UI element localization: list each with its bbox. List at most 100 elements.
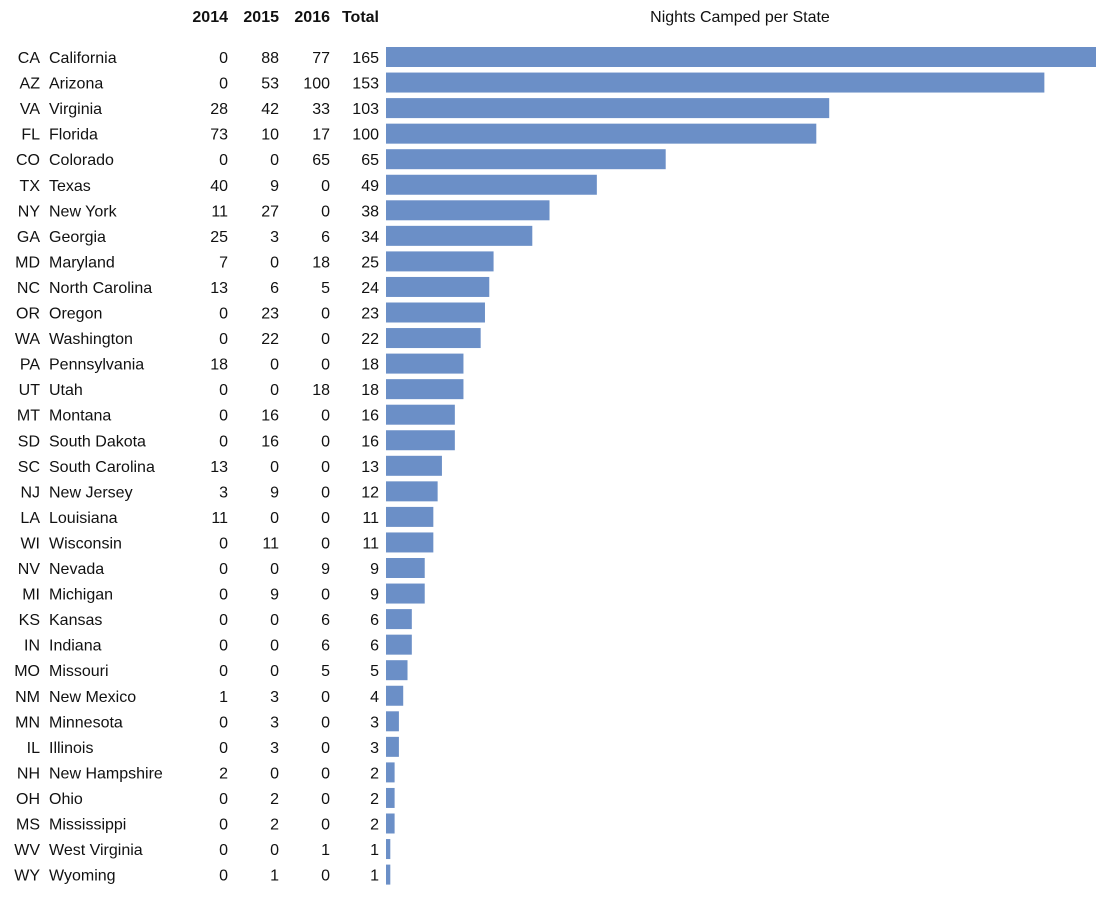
value-2014: 28 xyxy=(210,101,228,118)
state-abbr: WY xyxy=(14,868,40,885)
value-2015: 10 xyxy=(261,127,279,144)
value-2014: 11 xyxy=(211,203,228,220)
state-abbr: MD xyxy=(15,254,40,271)
value-total: 11 xyxy=(362,510,379,527)
value-2016: 6 xyxy=(321,229,330,246)
value-2014: 0 xyxy=(219,535,228,552)
state-name: Louisiana xyxy=(49,510,118,527)
value-2014: 0 xyxy=(219,663,228,680)
bar-wv xyxy=(386,839,391,860)
value-total: 6 xyxy=(370,612,379,629)
bar-mo xyxy=(386,660,408,681)
value-2015: 3 xyxy=(270,714,279,731)
state-name: Nevada xyxy=(49,561,104,578)
value-2014: 11 xyxy=(211,510,228,527)
value-2014: 0 xyxy=(219,842,228,859)
value-total: 25 xyxy=(361,254,379,271)
value-2016: 0 xyxy=(321,740,330,757)
value-2016: 0 xyxy=(321,689,330,706)
bar-wy xyxy=(386,864,391,885)
value-2016: 5 xyxy=(321,280,330,297)
bar-nh xyxy=(386,762,395,783)
value-2014: 25 xyxy=(210,229,228,246)
state-abbr: AZ xyxy=(20,76,41,93)
state-abbr: NH xyxy=(17,765,40,782)
bar-nc xyxy=(386,276,490,297)
state-name: Mississippi xyxy=(49,817,126,834)
bar-az xyxy=(386,72,1045,93)
value-2015: 22 xyxy=(261,331,279,348)
value-total: 13 xyxy=(361,459,379,476)
state-abbr: IL xyxy=(27,740,40,757)
value-2016: 0 xyxy=(321,587,330,604)
value-2016: 0 xyxy=(321,408,330,425)
state-name: South Carolina xyxy=(49,459,155,476)
bar-mt xyxy=(386,404,455,425)
value-2016: 0 xyxy=(321,868,330,885)
value-total: 65 xyxy=(361,152,379,169)
bar-or xyxy=(386,302,485,323)
bar-oh xyxy=(386,787,395,808)
state-name: California xyxy=(49,50,117,67)
value-total: 24 xyxy=(361,280,379,297)
state-abbr: PA xyxy=(20,357,40,374)
column-header-2014: 2014 xyxy=(192,9,228,26)
value-2015: 0 xyxy=(270,638,279,655)
state-abbr: NV xyxy=(18,561,41,578)
state-name: Oregon xyxy=(49,306,102,323)
value-2015: 27 xyxy=(261,203,279,220)
value-2014: 73 xyxy=(210,127,228,144)
value-2015: 9 xyxy=(270,178,279,195)
value-2016: 100 xyxy=(303,76,330,93)
value-2014: 0 xyxy=(219,561,228,578)
value-2015: 3 xyxy=(270,689,279,706)
value-total: 153 xyxy=(352,76,379,93)
bar-va xyxy=(386,98,830,119)
state-abbr: WV xyxy=(14,842,40,859)
bar-wa xyxy=(386,328,481,349)
bar-mi xyxy=(386,583,425,604)
value-2016: 33 xyxy=(312,101,330,118)
value-2015: 0 xyxy=(270,459,279,476)
bar-nj xyxy=(386,481,438,502)
state-abbr: CO xyxy=(16,152,40,169)
value-2015: 53 xyxy=(261,76,279,93)
value-2014: 0 xyxy=(219,433,228,450)
state-abbr: TX xyxy=(20,178,41,195)
value-2015: 0 xyxy=(270,612,279,629)
value-2014: 0 xyxy=(219,868,228,885)
value-2016: 0 xyxy=(321,791,330,808)
state-abbr: MN xyxy=(15,714,40,731)
value-2014: 0 xyxy=(219,638,228,655)
value-2015: 0 xyxy=(270,152,279,169)
state-name: Ohio xyxy=(49,791,83,808)
state-name: Illinois xyxy=(49,740,93,757)
value-2016: 0 xyxy=(321,510,330,527)
value-total: 5 xyxy=(370,663,379,680)
value-total: 16 xyxy=(361,433,379,450)
value-2015: 0 xyxy=(270,382,279,399)
state-abbr: MO xyxy=(14,663,40,680)
value-2015: 0 xyxy=(270,765,279,782)
value-2014: 0 xyxy=(219,817,228,834)
value-2014: 13 xyxy=(210,280,228,297)
value-total: 9 xyxy=(370,561,379,578)
state-abbr: FL xyxy=(21,127,40,144)
value-2015: 11 xyxy=(262,535,279,552)
bar-md xyxy=(386,251,494,272)
bar-in xyxy=(386,634,412,655)
value-total: 23 xyxy=(361,306,379,323)
value-2015: 2 xyxy=(270,791,279,808)
value-2014: 0 xyxy=(219,791,228,808)
column-header-2016: 2016 xyxy=(294,9,330,26)
bar-nv xyxy=(386,558,425,578)
state-abbr: WI xyxy=(20,535,40,552)
state-name: Wisconsin xyxy=(49,535,122,552)
value-2016: 77 xyxy=(312,50,330,67)
state-name: Missouri xyxy=(49,663,109,680)
value-2015: 0 xyxy=(270,663,279,680)
value-total: 18 xyxy=(361,382,379,399)
value-2016: 18 xyxy=(312,382,330,399)
bar-tx xyxy=(386,174,597,195)
